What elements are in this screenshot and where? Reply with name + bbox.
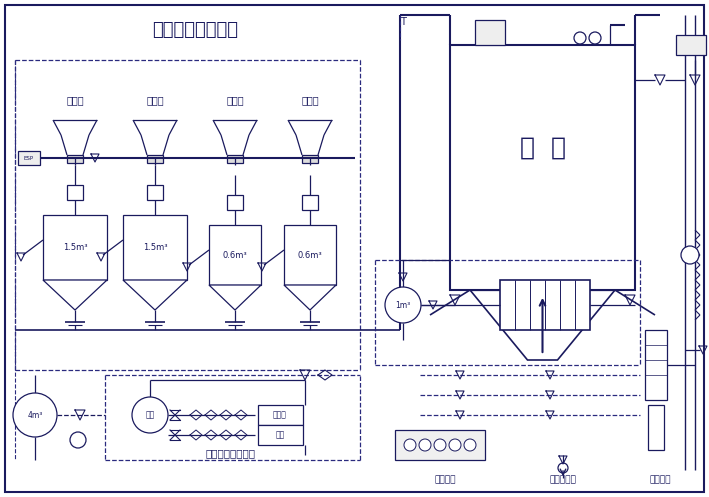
Circle shape [434, 439, 446, 451]
Text: 灰  库: 灰 库 [520, 136, 566, 160]
Bar [43, 215, 107, 280]
Bar [67, 185, 83, 200]
Circle shape [558, 463, 568, 473]
Bar [284, 225, 336, 285]
Circle shape [419, 439, 431, 451]
Bar [258, 425, 303, 445]
Circle shape [681, 246, 699, 264]
Text: 空压机: 空压机 [273, 411, 287, 419]
Text: 干灰装车: 干灰装车 [649, 476, 671, 485]
Text: 三电场: 三电场 [226, 95, 244, 105]
Bar [227, 155, 243, 163]
Bar [302, 195, 318, 210]
Circle shape [70, 432, 86, 448]
Text: 1.5m³: 1.5m³ [62, 243, 87, 252]
Text: 1m³: 1m³ [396, 301, 411, 310]
Bar [123, 215, 187, 280]
Circle shape [574, 32, 586, 44]
Text: 浓相气力输送系统: 浓相气力输送系统 [152, 21, 238, 39]
Polygon shape [284, 285, 336, 310]
Polygon shape [209, 285, 261, 310]
Bar [500, 280, 590, 330]
Bar [258, 405, 303, 425]
Text: 气力输送供气系统: 气力输送供气系统 [205, 448, 255, 458]
Circle shape [13, 393, 57, 437]
Bar [227, 195, 243, 210]
Circle shape [385, 287, 421, 323]
Circle shape [132, 397, 168, 433]
Bar [302, 155, 318, 163]
Bar [147, 155, 163, 163]
Circle shape [449, 439, 461, 451]
Text: 4m³: 4m³ [28, 411, 43, 419]
Circle shape [464, 439, 476, 451]
Text: 四电场: 四电场 [301, 95, 319, 105]
Text: 备用: 备用 [275, 430, 284, 439]
Circle shape [589, 32, 601, 44]
Text: 压力水进口: 压力水进口 [549, 476, 576, 485]
Bar [209, 225, 261, 285]
Text: 总罐: 总罐 [145, 411, 155, 419]
Bar [18, 151, 40, 165]
Text: 一电场: 一电场 [66, 95, 84, 105]
Bar [147, 185, 163, 200]
Text: T: T [400, 17, 406, 27]
Polygon shape [43, 280, 107, 310]
Circle shape [404, 439, 416, 451]
Bar [676, 35, 706, 55]
Bar [648, 405, 664, 450]
Bar [450, 45, 635, 290]
Polygon shape [123, 280, 187, 310]
Bar [645, 330, 667, 400]
Text: 湿灰装车: 湿灰装车 [434, 476, 456, 485]
Text: 0.6m³: 0.6m³ [223, 250, 247, 259]
Polygon shape [470, 290, 615, 360]
Bar [475, 20, 505, 45]
Text: ESP: ESP [24, 156, 34, 161]
Bar [395, 430, 485, 460]
Text: 二电场: 二电场 [146, 95, 164, 105]
Text: 1.5m³: 1.5m³ [143, 243, 167, 252]
Bar [67, 155, 83, 163]
Text: 0.6m³: 0.6m³ [298, 250, 323, 259]
